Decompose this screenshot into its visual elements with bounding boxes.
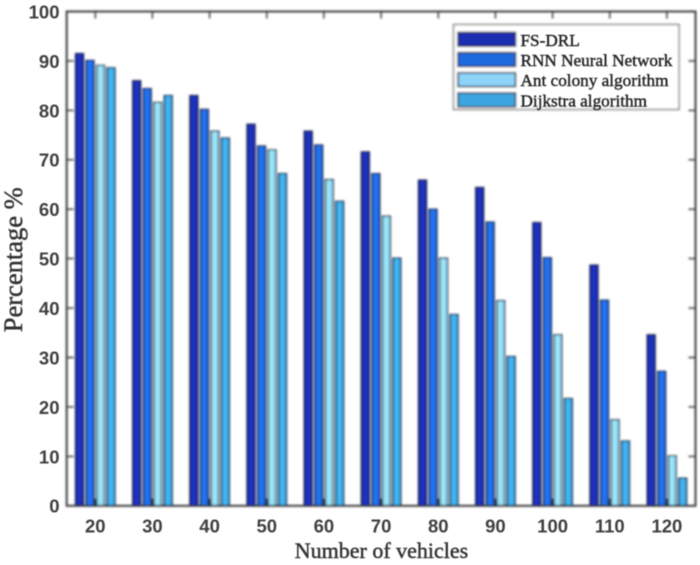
svg-text:70: 70 bbox=[371, 516, 392, 537]
svg-text:10: 10 bbox=[39, 446, 60, 467]
svg-text:RNN Neural Network: RNN Neural Network bbox=[521, 51, 673, 70]
svg-text:100: 100 bbox=[29, 1, 60, 22]
svg-text:50: 50 bbox=[257, 516, 278, 537]
svg-text:100: 100 bbox=[537, 516, 568, 537]
svg-text:30: 30 bbox=[39, 347, 60, 368]
svg-text:40: 40 bbox=[199, 516, 220, 537]
svg-text:110: 110 bbox=[595, 516, 625, 537]
svg-text:80: 80 bbox=[428, 516, 449, 537]
svg-text:40: 40 bbox=[39, 298, 60, 319]
svg-text:0: 0 bbox=[49, 496, 59, 517]
svg-text:Dijkstra algorithm: Dijkstra algorithm bbox=[521, 91, 648, 110]
svg-text:50: 50 bbox=[39, 249, 60, 270]
svg-text:20: 20 bbox=[85, 516, 106, 537]
svg-text:20: 20 bbox=[39, 397, 60, 418]
svg-text:30: 30 bbox=[142, 516, 163, 537]
svg-text:70: 70 bbox=[39, 150, 60, 171]
svg-text:90: 90 bbox=[485, 516, 506, 537]
svg-text:90: 90 bbox=[39, 51, 60, 72]
svg-text:120: 120 bbox=[651, 516, 682, 537]
svg-text:Number of vehicles: Number of vehicles bbox=[295, 538, 469, 563]
svg-text:Ant colony algorithm: Ant colony algorithm bbox=[521, 71, 670, 90]
svg-text:Percentage %: Percentage % bbox=[0, 187, 28, 332]
svg-text:60: 60 bbox=[39, 199, 60, 220]
svg-text:FS-DRL: FS-DRL bbox=[521, 31, 580, 50]
svg-text:60: 60 bbox=[314, 516, 335, 537]
svg-text:80: 80 bbox=[39, 100, 60, 121]
